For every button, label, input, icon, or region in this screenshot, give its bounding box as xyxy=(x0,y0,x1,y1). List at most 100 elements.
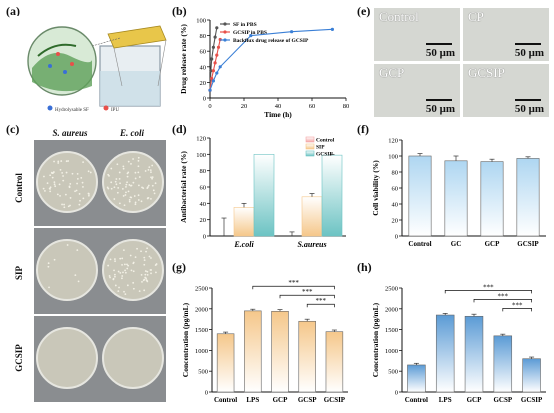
colony xyxy=(58,183,61,186)
panel-label-b: (b) xyxy=(172,4,187,18)
colony xyxy=(122,249,125,252)
bar xyxy=(301,196,323,237)
colony xyxy=(53,258,56,261)
colony xyxy=(124,293,127,296)
colony xyxy=(144,273,147,276)
colony xyxy=(151,177,153,180)
y-tick-label: 2500 xyxy=(195,286,208,293)
colony xyxy=(132,181,135,184)
data-point xyxy=(216,45,221,49)
colony xyxy=(143,278,146,281)
col-header-e-coli: E. coli xyxy=(120,128,144,138)
micrograph-cp: CP 50 μm xyxy=(463,8,549,61)
colony xyxy=(144,270,147,272)
bar xyxy=(522,358,541,393)
y-tick-label: 60 xyxy=(392,186,399,193)
colony xyxy=(125,183,128,186)
x-tick-label: 40 xyxy=(275,103,282,110)
bar xyxy=(271,310,289,393)
data-point xyxy=(290,30,294,34)
bar xyxy=(233,207,255,237)
petri-dish xyxy=(36,327,98,389)
colony xyxy=(66,244,69,246)
colony xyxy=(149,169,152,172)
scale-bar xyxy=(426,99,452,101)
legend-dot-sf xyxy=(47,105,53,111)
legend-dot-ipu xyxy=(103,105,109,111)
schematic-illustration: Hydrolysable SF IPU xyxy=(10,16,168,116)
colony xyxy=(145,250,147,253)
colony xyxy=(134,201,137,204)
significance-label: *** xyxy=(483,283,494,291)
colony xyxy=(49,190,52,193)
scale-label: 50 μm xyxy=(425,103,455,115)
colony xyxy=(130,184,132,187)
petri-dish-panel: S. aureus E. coli Control SIP GCSIP xyxy=(10,128,170,413)
bar xyxy=(516,158,540,237)
significance-bracket xyxy=(444,290,532,294)
data-point xyxy=(249,34,253,38)
colony xyxy=(65,171,68,174)
data-point xyxy=(211,79,215,83)
bar xyxy=(435,314,455,393)
significance-label: *** xyxy=(512,301,523,309)
micrograph-title: Control xyxy=(379,9,419,24)
chart-g-concentration: 0 500 1000 1500 2000 2500 Concentration (pg/mL… xyxy=(181,279,348,404)
colony xyxy=(121,275,124,277)
colony xyxy=(125,191,127,194)
x-tick-label: S.aureus xyxy=(297,240,326,249)
colony xyxy=(121,257,124,260)
colony xyxy=(134,256,137,259)
colony xyxy=(42,187,45,190)
colony xyxy=(143,256,146,259)
chart-f-cell-viability: 0 20 40 60 80 100 120 Cell viability (%) Control… xyxy=(371,138,546,248)
legend-label: SF in PBS xyxy=(233,22,257,28)
colony xyxy=(146,197,149,200)
y-tick-label: 0 xyxy=(203,96,206,103)
colony xyxy=(126,284,129,287)
significance-label: *** xyxy=(316,297,327,305)
colony xyxy=(126,263,128,266)
bar xyxy=(216,333,235,393)
colony xyxy=(124,194,127,196)
colony xyxy=(134,171,137,174)
scale-label: 50 μm xyxy=(514,47,544,59)
colony xyxy=(118,171,121,174)
colony xyxy=(113,269,115,272)
chart-b-drug-release: 0 20 40 60 80 100 Drug release rate (%) 0 20 40 60… xyxy=(179,18,349,120)
bar xyxy=(321,154,343,237)
data-point xyxy=(218,65,222,69)
data-point xyxy=(215,53,219,57)
row-label-gcsip: GCSIP xyxy=(14,344,24,372)
x-tick-label: GCSIP xyxy=(324,396,346,404)
legend-ipu: IPU xyxy=(111,108,119,113)
colony xyxy=(122,271,124,274)
colony xyxy=(51,176,54,179)
colony xyxy=(121,264,123,266)
panel-label-g: (g) xyxy=(172,260,186,274)
colony xyxy=(151,164,154,167)
col-header-s-aureus: S. aureus xyxy=(52,128,88,138)
colony xyxy=(88,193,90,195)
colony xyxy=(137,184,140,187)
colony xyxy=(154,264,157,266)
legend-label: SIP xyxy=(316,145,325,151)
micrograph-control: Control 50 μm xyxy=(374,8,460,61)
panel-label-c: (c) xyxy=(6,122,20,136)
bar xyxy=(325,331,344,393)
y-tick-label: 1500 xyxy=(385,327,398,334)
legend-swatch xyxy=(305,136,315,143)
y-tick-label: 40 xyxy=(200,64,207,71)
colony xyxy=(49,174,52,177)
colony xyxy=(80,176,83,179)
panel-label-f: (f) xyxy=(357,122,369,136)
y-tick-label: 80 xyxy=(392,170,399,177)
x-tick-label: GCSP xyxy=(298,396,317,404)
bar xyxy=(480,161,504,237)
colony xyxy=(140,200,143,203)
colony xyxy=(71,172,74,175)
colony xyxy=(78,203,81,206)
y-tick-label: 2000 xyxy=(195,306,208,313)
colony xyxy=(137,159,140,162)
colony xyxy=(48,286,50,289)
